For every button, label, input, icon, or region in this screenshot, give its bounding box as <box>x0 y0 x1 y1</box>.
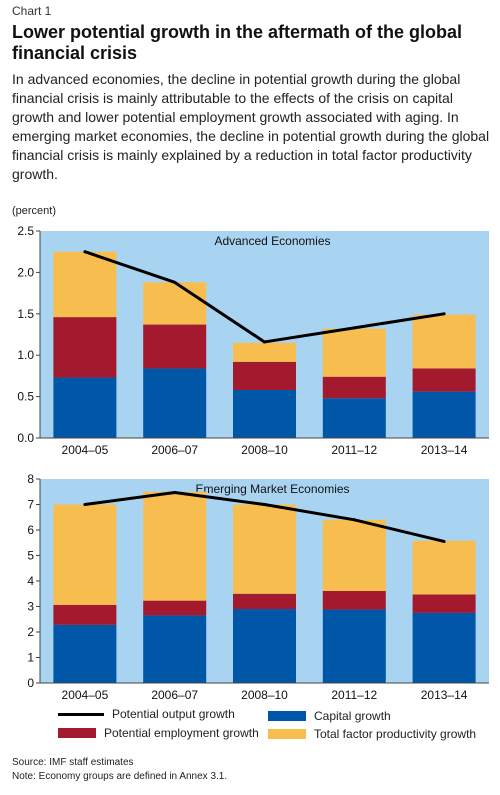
bar-tfp-0 <box>53 251 117 318</box>
legend-capital-swatch <box>268 711 306 721</box>
bar-tfp-1 <box>143 491 207 601</box>
bar-capital-0 <box>53 377 117 438</box>
y-tick-label: 7 <box>27 498 34 512</box>
x-tick-label: 2008–10 <box>241 443 288 457</box>
line-point-0 <box>83 503 87 506</box>
x-tick-label: 2013–14 <box>421 688 468 702</box>
bar-employment-3 <box>322 590 386 610</box>
bar-tfp-2 <box>233 342 296 362</box>
x-tick-label: 2008–10 <box>241 688 288 702</box>
emerging-markets-chart: Emerging Market Economies 2004–05 2006–07 2… <box>27 472 489 702</box>
line-point-2 <box>263 340 266 344</box>
y-tick-label: 2 <box>27 625 34 639</box>
chart-number-label: Chart 1 <box>12 4 52 18</box>
bar-capital-4 <box>412 612 476 683</box>
line-point-0 <box>83 250 87 254</box>
legend: Potential output growth Potential employ… <box>0 707 500 747</box>
legend-item-tfp: Total factor productivity growth <box>268 727 476 741</box>
chart-title: Lower potential growth in the aftermath … <box>12 22 462 63</box>
line-point-4 <box>442 312 446 316</box>
bar-capital-3 <box>322 398 386 438</box>
line-point-2 <box>263 503 266 506</box>
y-tick-label: 1 <box>27 651 34 665</box>
bar-capital-2 <box>233 609 296 683</box>
bar-employment-3 <box>322 376 386 399</box>
y-tick-label: 2.5 <box>17 224 34 238</box>
legend-label-capital: Capital growth <box>314 709 391 723</box>
legend-item-capital: Capital growth <box>268 709 391 723</box>
legend-tfp-swatch <box>268 729 306 739</box>
y-tick-label: 0 <box>27 676 34 690</box>
bar-capital-1 <box>143 368 207 438</box>
bar-capital-0 <box>53 624 117 683</box>
line-point-1 <box>173 491 177 495</box>
bar-employment-1 <box>143 324 207 369</box>
y-tick-label: 8 <box>27 472 34 486</box>
y-tick-label: 6 <box>27 523 34 537</box>
bar-tfp-4 <box>412 540 476 595</box>
x-tick-label: 2011–12 <box>331 688 377 702</box>
line-point-1 <box>173 280 177 284</box>
y-tick-label: 1.0 <box>17 348 34 362</box>
bar-tfp-3 <box>322 328 386 377</box>
line-point-4 <box>442 539 446 543</box>
y-tick-label: 0.0 <box>17 431 34 445</box>
annex-note: Note: Economy groups are defined in Anne… <box>12 771 228 782</box>
y-tick-label: 2.0 <box>17 265 34 279</box>
legend-label-output: Potential output growth <box>112 707 235 721</box>
y-tick-label: 4 <box>27 574 34 588</box>
x-tick-label: 2013–14 <box>421 443 468 457</box>
x-tick-label: 2006–07 <box>151 688 198 702</box>
x-tick-label: 2004–05 <box>62 688 109 702</box>
y-tick-label: 5 <box>27 549 34 563</box>
x-tick-label: 2004–05 <box>62 443 109 457</box>
chart-subtitle: In advanced economies, the decline in po… <box>12 71 490 182</box>
y-tick-label: 0.5 <box>17 390 34 404</box>
bar-employment-0 <box>53 317 117 378</box>
y-tick-label: 3 <box>27 600 34 614</box>
bar-employment-2 <box>233 361 296 390</box>
legend-item-employment: Potential employment growth <box>58 726 259 740</box>
x-tick-label: 2006–07 <box>151 443 198 457</box>
bar-tfp-2 <box>233 504 296 594</box>
bar-tfp-0 <box>53 504 117 605</box>
bar-employment-4 <box>412 594 476 613</box>
line-point-3 <box>352 518 356 522</box>
bar-tfp-1 <box>143 282 207 325</box>
bar-employment-0 <box>53 604 117 625</box>
line-point-3 <box>352 326 356 330</box>
legend-line-swatch <box>58 712 104 716</box>
legend-label-employment: Potential employment growth <box>104 726 259 740</box>
bar-capital-1 <box>143 615 207 683</box>
legend-label-tfp: Total factor productivity growth <box>314 727 477 741</box>
legend-item-output: Potential output growth <box>58 707 235 721</box>
x-tick-label: 2011–12 <box>331 443 377 457</box>
bar-capital-4 <box>412 391 476 438</box>
advanced-economies-chart: Advanced Economies 2004–05 2006–07 2008–10 2… <box>17 224 489 457</box>
bar-tfp-3 <box>322 519 386 591</box>
y-tick-label: 1.5 <box>17 307 34 321</box>
source-note: Source: IMF staff estimates <box>12 757 134 768</box>
panel-title: Advanced Economies <box>214 234 330 248</box>
bar-employment-2 <box>233 593 296 610</box>
bar-employment-4 <box>412 368 476 392</box>
bar-capital-2 <box>233 389 296 438</box>
bar-employment-1 <box>143 600 207 616</box>
legend-employment-swatch <box>58 728 96 738</box>
panel-title: Emerging Market Economies <box>195 482 349 496</box>
bar-capital-3 <box>322 609 386 683</box>
bar-tfp-4 <box>412 314 476 369</box>
unit-label: (percent) <box>12 205 57 217</box>
